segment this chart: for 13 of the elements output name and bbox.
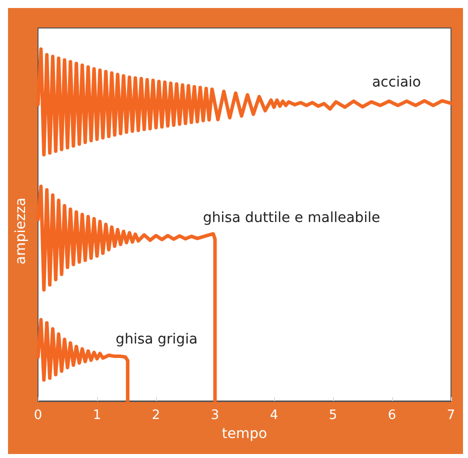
x-tick-label: 6 xyxy=(388,408,396,423)
x-tick-label: 1 xyxy=(92,408,102,423)
x-tick-label: 0 xyxy=(34,408,42,423)
series-label: acciaio xyxy=(372,74,421,90)
x-axis-title: tempo xyxy=(222,426,268,442)
series-label: ghisa grigia xyxy=(116,332,198,348)
series-label: ghisa duttile e malleabile xyxy=(203,210,380,226)
x-tick-label: 3 xyxy=(210,408,220,423)
x-tick-label: 2 xyxy=(152,408,160,423)
y-axis-title: ampiezza xyxy=(13,198,29,264)
x-tick-label: 4 xyxy=(270,408,278,423)
x-tick-label: 5 xyxy=(328,408,338,423)
x-tick-label: 7 xyxy=(446,408,456,423)
